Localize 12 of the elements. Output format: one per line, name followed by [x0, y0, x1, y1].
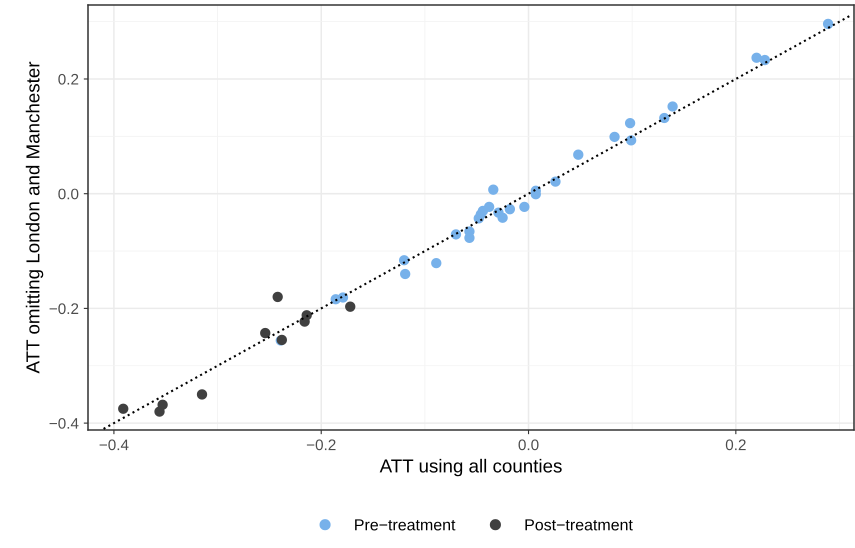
- x-tick-label: 0.2: [726, 439, 746, 450]
- y-tick-label: −0.4: [50, 418, 79, 429]
- x-tick-label: −0.4: [100, 439, 129, 450]
- x-tick-label: 0.0: [518, 439, 539, 450]
- legend-label: Pre−treatment: [355, 519, 456, 530]
- legend-label: Post−treatment: [525, 519, 633, 530]
- y-tick-label: −0.2: [50, 303, 78, 314]
- y-axis-title: ATT omitting London and Manchester: [26, 62, 44, 374]
- x-axis-title: ATT using all counties: [380, 458, 562, 476]
- y-tick-label: 0.0: [58, 188, 78, 200]
- x-tick-label: −0.2: [306, 439, 336, 450]
- y-tick-label: 0.2: [58, 74, 78, 85]
